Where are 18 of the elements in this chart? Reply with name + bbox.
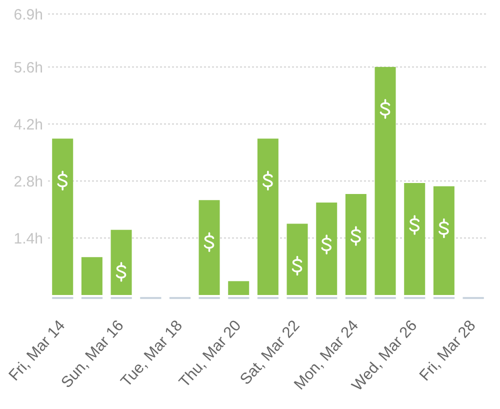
bar — [52, 138, 74, 295]
bar — [345, 194, 366, 295]
y-tick-label: 4.2h — [14, 116, 43, 134]
bar — [110, 230, 132, 295]
bar — [374, 66, 396, 295]
bar — [198, 200, 220, 295]
y-tick-label: 5.6h — [14, 59, 43, 76]
y-tick-label: 2.8h — [14, 173, 43, 190]
y-tick-label: 1.4h — [14, 230, 43, 248]
x-tick-label: Fri, Mar 28 — [416, 317, 480, 384]
bar — [286, 224, 308, 295]
bar — [316, 202, 338, 295]
bar — [257, 138, 278, 295]
y-tick-label: 6.9h — [14, 6, 43, 24]
bar — [433, 186, 454, 295]
bar — [228, 281, 250, 295]
bar — [404, 183, 426, 295]
bar — [81, 257, 102, 295]
